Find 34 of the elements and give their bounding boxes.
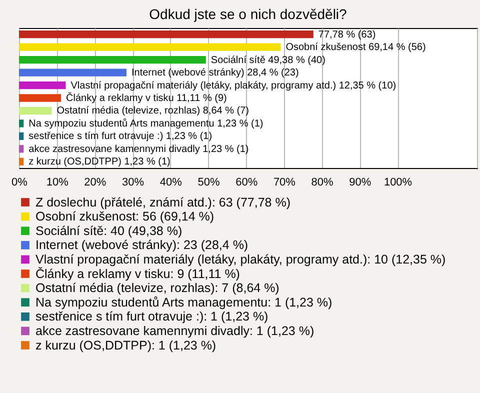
legend-label: Internet (webové stránky): 23 (28,4 %) <box>36 238 248 252</box>
x-tick-label: 20% <box>84 176 106 188</box>
legend-label: z kurzu (OS,DDTPP): 1 (1,23 %) <box>36 338 216 352</box>
legend-label: akce zastresovane kamennymi divadly: 1 (1,23 %) <box>36 324 314 338</box>
legend-label: Články a reklamy v tisku: 9 (11,11 %) <box>36 266 240 281</box>
x-tick-label: 90% <box>349 176 372 188</box>
data-label: Na sympoziu studentů Arts managementu 1,23 % (1) <box>28 117 264 130</box>
legend-label: Vlastní propagační materiály (letáky, plakáty, programy atd.): 10 (12,35 %) <box>36 252 446 266</box>
x-tick-label: 80% <box>311 176 334 188</box>
data-label: akce zastresovane kamennymi divadly 1,23 % (1) <box>28 144 249 155</box>
x-tick-label: 30% <box>122 176 144 188</box>
x-tick-label: 50% <box>198 176 220 188</box>
x-tick-label: 40% <box>160 176 182 188</box>
legend-label: Ostatní média (televize, rozhlas): 7 (8,64 %) <box>36 281 280 296</box>
x-tick-label: 70% <box>273 176 296 188</box>
data-label: z kurzu (OS,DDTPP) 1,23 % (1) <box>28 156 170 168</box>
data-label: 77,78 % (63) <box>318 29 376 40</box>
x-tick-label: 10% <box>46 176 69 188</box>
legend-label: Na sympoziu studentů Arts managementu: 1 (1,23 %) <box>36 295 332 310</box>
data-label: sestřenice s tím furt otravuje :) 1,23 % (1) <box>28 131 212 142</box>
data-label: Sociální sítě 49,38 % (40) <box>210 54 326 66</box>
data-label: Internet (webové stránky) 28,4 % (23) <box>132 68 299 79</box>
x-tick-label: 60% <box>236 176 258 188</box>
data-label: Osobní zkušenost 69,14 % (56) <box>286 42 426 54</box>
x-tick-label: 0% <box>12 176 28 188</box>
legend-label: Sociální sítě: 40 (49,38 %) <box>36 224 182 238</box>
data-label: Ostatní média (televize, rozhlas) 8,64 % (7) <box>56 106 250 117</box>
legend-label: Osobní zkušenost: 56 (69,14 %) <box>36 210 214 224</box>
data-label: Vlastní propagační materiály (letáky, plakáty, programy atd.) 12,35 % (10) <box>70 80 396 92</box>
data-label: Články a reklamy v tisku 11,11 % (9) <box>66 92 227 104</box>
legend-label: sestřenice s tím furt otravuje :): 1 (1,23 %) <box>36 310 268 324</box>
chart-title: Odkud jste se o nich dozvěděli? <box>149 6 348 22</box>
x-tick-label: 100% <box>384 176 412 188</box>
legend-label: Z doslechu (přátelé, známí atd.): 63 (77,78 %) <box>36 195 290 210</box>
